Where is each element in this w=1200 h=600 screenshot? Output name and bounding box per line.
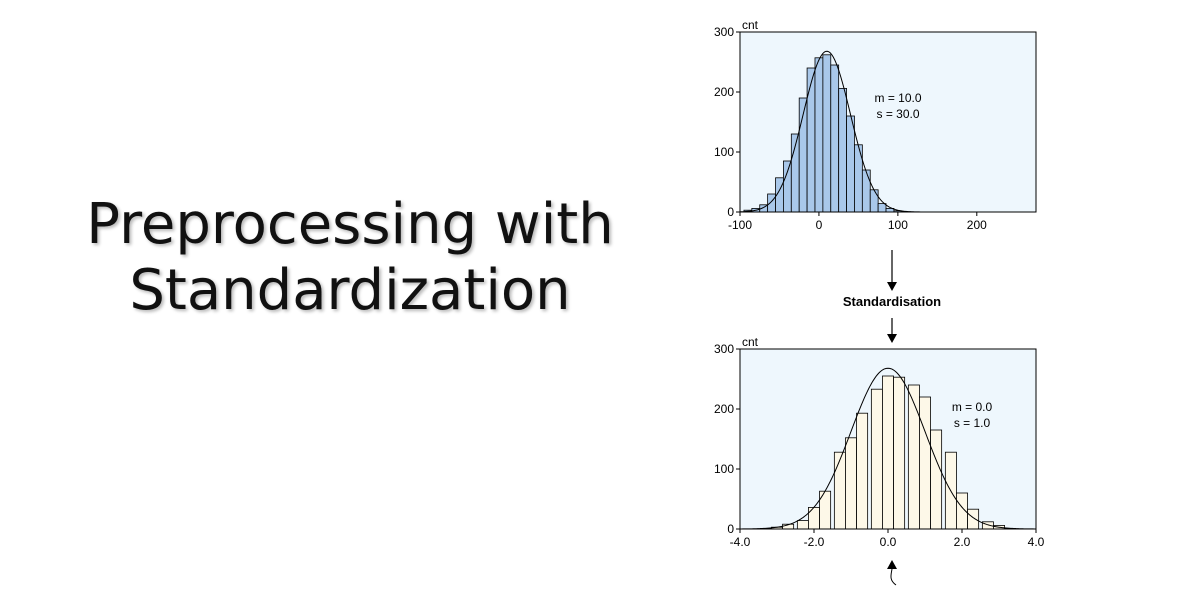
histogram-bar bbox=[919, 396, 931, 530]
stats-annotation: s = 1.0 bbox=[954, 416, 991, 430]
histogram-bar bbox=[830, 64, 840, 213]
histogram-bar bbox=[846, 115, 855, 213]
histogram-bar bbox=[822, 54, 832, 213]
histogram-standardised: 0 100 200 300 -4.0 -2.0 0.0 2.0 4.0 cnt m = 0.0 s =… bbox=[714, 335, 1045, 549]
y-tick-label: 100 bbox=[714, 145, 734, 159]
y-tick-label: 300 bbox=[714, 342, 734, 356]
histogram-bar bbox=[796, 520, 809, 530]
histogram-bar bbox=[806, 67, 816, 213]
x-tick-label: -100 bbox=[728, 218, 752, 232]
x-tick-label: -2.0 bbox=[804, 535, 825, 549]
histogram-bar bbox=[893, 376, 906, 530]
down-arrow-icon bbox=[887, 250, 897, 291]
stats-annotation: m = 10.0 bbox=[874, 91, 921, 105]
histogram-bar bbox=[870, 388, 883, 530]
x-tick-label: 0 bbox=[816, 218, 823, 232]
y-tick-label: 200 bbox=[714, 85, 734, 99]
histogram-bar bbox=[861, 169, 871, 213]
title-line-1: Preprocessing with bbox=[86, 192, 614, 257]
x-tick-label: 200 bbox=[967, 218, 987, 232]
y-axis-label: cnt bbox=[742, 18, 759, 32]
histogram-bar bbox=[767, 193, 776, 213]
histogram-bar bbox=[783, 160, 792, 213]
up-arrow-icon bbox=[887, 560, 897, 586]
slide-title: Preprocessing with Standardization bbox=[30, 192, 670, 324]
x-tick-label: -4.0 bbox=[730, 535, 751, 549]
histogram-bar bbox=[845, 437, 857, 530]
y-tick-label: 300 bbox=[714, 25, 734, 39]
y-tick-label: 0 bbox=[727, 205, 734, 219]
y-tick-label: 100 bbox=[714, 462, 734, 476]
histogram-bar bbox=[930, 429, 943, 530]
histogram-bar bbox=[838, 88, 847, 213]
y-tick-label: 200 bbox=[714, 402, 734, 416]
standardisation-label: Standardisation bbox=[842, 294, 942, 309]
histogram-bar bbox=[877, 203, 887, 213]
x-tick-label: 2.0 bbox=[954, 535, 971, 549]
x-tick-label: 100 bbox=[888, 218, 908, 232]
histogram-bar bbox=[856, 412, 869, 530]
histogram-bar bbox=[907, 384, 920, 530]
histogram-bar bbox=[967, 508, 980, 530]
stats-annotation: s = 30.0 bbox=[876, 107, 919, 121]
title-line-2: Standardization bbox=[129, 258, 571, 323]
y-axis-label: cnt bbox=[742, 335, 759, 349]
histogram-bar bbox=[869, 189, 879, 213]
down-arrow-icon bbox=[887, 318, 897, 343]
x-tick-label: 4.0 bbox=[1028, 535, 1045, 549]
normal-curve bbox=[739, 367, 1037, 530]
x-tick-label: 0.0 bbox=[880, 535, 897, 549]
stats-annotation: m = 0.0 bbox=[952, 400, 993, 414]
histogram-bar bbox=[814, 57, 824, 213]
histogram-bar bbox=[833, 451, 846, 530]
histogram-bar bbox=[882, 375, 894, 530]
y-tick-label: 0 bbox=[727, 522, 734, 536]
histogram-bar bbox=[808, 506, 820, 530]
